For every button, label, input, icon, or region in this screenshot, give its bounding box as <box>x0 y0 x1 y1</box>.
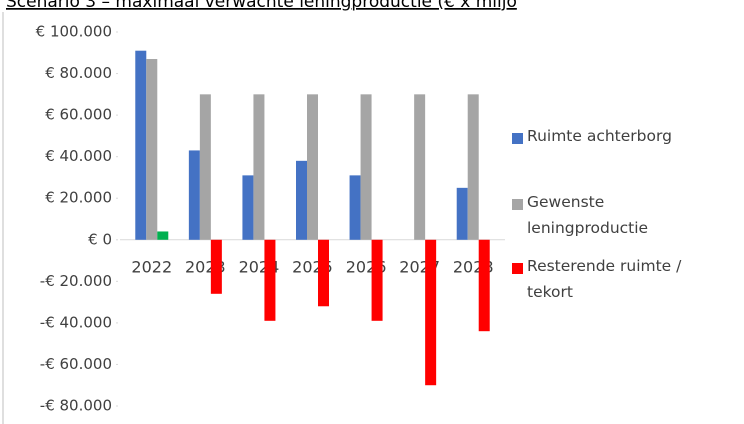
legend-label: Ruimte achterborg <box>527 127 672 145</box>
bar <box>296 160 307 240</box>
legend-item: Resterende ruimte / tekort <box>512 257 702 305</box>
bar <box>253 94 265 240</box>
bar <box>425 239 437 386</box>
bar <box>199 94 211 240</box>
bar <box>318 239 329 307</box>
bar <box>360 94 372 240</box>
y-tick-label: € 100.000 <box>36 23 112 41</box>
bar <box>478 239 490 332</box>
y-tick-label: -€ 60.000 <box>40 355 112 373</box>
bar <box>414 94 426 240</box>
bar <box>242 175 254 240</box>
y-tick-label: € 80.000 <box>45 64 112 82</box>
y-tick-label: -€ 80.000 <box>40 397 112 415</box>
bar <box>307 94 318 240</box>
bar <box>371 239 383 321</box>
legend-swatch <box>512 133 523 144</box>
bar <box>456 187 468 240</box>
y-tick-label: -€ 40.000 <box>40 313 112 331</box>
legend-item: Ruimte achterborg <box>512 127 702 149</box>
x-tick-label: 2022 <box>131 257 172 276</box>
bar <box>349 175 361 240</box>
legend-label: Resterende ruimte / tekort <box>527 257 682 301</box>
bar <box>188 150 200 240</box>
legend-label: Gewenste leningproductie <box>527 193 649 237</box>
bar <box>146 59 158 240</box>
bar <box>157 231 169 240</box>
legend-item: Gewenste leningproductie <box>512 193 702 241</box>
y-tick-label: € 60.000 <box>45 106 112 124</box>
bar <box>210 239 222 294</box>
y-tick-label: € 20.000 <box>45 189 112 207</box>
bar <box>467 94 479 240</box>
legend-swatch <box>512 199 523 210</box>
chart-title: Scenario 3 – maximaal verwachte leningpr… <box>6 0 517 12</box>
bar <box>264 239 276 321</box>
y-tick-label: € 40.000 <box>45 147 112 165</box>
bar <box>135 50 147 240</box>
y-tick-label: -€ 20.000 <box>40 272 112 290</box>
legend-swatch <box>512 263 523 274</box>
y-tick-label: € 0 <box>88 230 112 248</box>
